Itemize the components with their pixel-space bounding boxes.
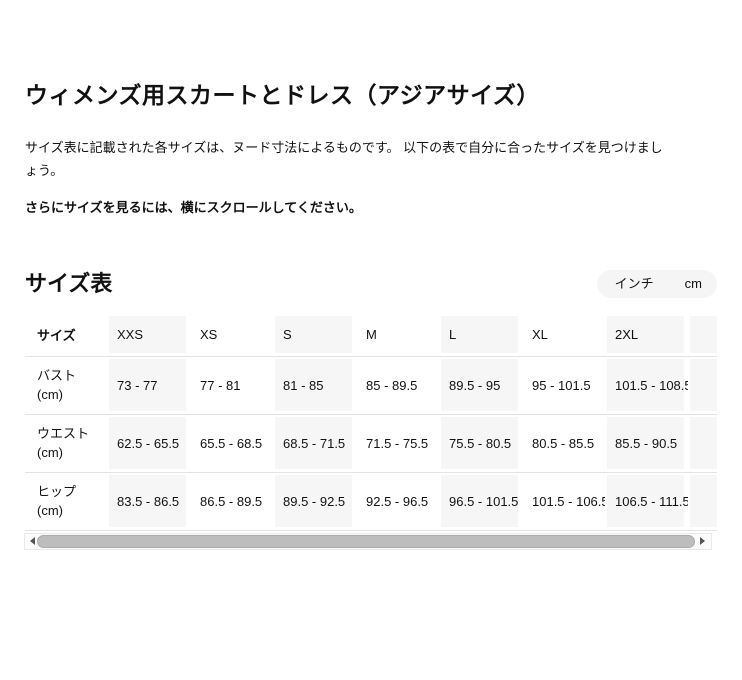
scroll-hint-text: さらにサイズを見るには、横にスクロールしてください。 [25,200,362,215]
scroll-right-button[interactable] [696,534,708,549]
row-label-text: ウエスト [37,426,90,441]
horizontal-scrollbar[interactable] [24,532,712,550]
row-label-text: バスト [37,368,77,383]
row-unit-text: (cm) [37,445,63,460]
cell-hip-m: 92.5 - 96.5 [356,472,439,531]
cell-waist-l: 75.5 - 80.5 [439,414,522,473]
row-label-text: ヒップ [37,484,77,499]
row-label-waist: ウエスト (cm) [25,414,107,473]
column-header-clipped [688,314,717,357]
column-header-xl: XL [522,314,605,357]
cell-hip-clipped [688,472,717,531]
scroll-left-button[interactable] [26,534,38,549]
page-title: ウィメンズ用スカートとドレス（アジアサイズ） [25,82,540,108]
cell-waist-xs: 65.5 - 68.5 [190,414,273,473]
cell-hip-2xl: 106.5 - 111.5 [605,472,688,531]
unit-cm-button[interactable]: cm [670,270,717,298]
cell-hip-s: 89.5 - 92.5 [273,472,356,531]
cell-waist-xl: 80.5 - 85.5 [522,414,605,473]
cell-bust-xl: 95 - 101.5 [522,356,605,415]
unit-toggle[interactable]: インチ cm [596,270,717,298]
table-row-waist: ウエスト (cm) 62.5 - 65.5 65.5 - 68.5 68.5 -… [25,414,717,473]
column-header-s: S [273,314,356,357]
intro-text: サイズ表に記載された各サイズは、ヌード寸法によるものです。 以下の表で自分に合っ… [25,140,663,178]
size-chart-header: サイズ表 インチ cm [25,269,717,299]
cell-hip-xxs: 83.5 - 86.5 [107,472,190,531]
cell-bust-xs: 77 - 81 [190,356,273,415]
cell-hip-l: 96.5 - 101.5 [439,472,522,531]
column-header-size: サイズ [25,314,107,357]
column-header-2xl: 2XL [605,314,688,357]
cell-bust-xxs: 73 - 77 [107,356,190,415]
row-label-hip: ヒップ (cm) [25,472,107,531]
table-row-bust: バスト (cm) 73 - 77 77 - 81 81 - 85 85 - 89… [25,356,717,415]
cell-bust-2xl: 101.5 - 108.5 [605,356,688,415]
size-chart-title: サイズ表 [25,271,113,296]
cell-waist-s: 68.5 - 71.5 [273,414,356,473]
cell-hip-xl: 101.5 - 106.5 [522,472,605,531]
row-unit-text: (cm) [37,503,63,518]
row-unit-text: (cm) [37,387,63,402]
column-header-xs: XS [190,314,273,357]
cell-bust-clipped [688,356,717,415]
cell-waist-2xl: 85.5 - 90.5 [605,414,688,473]
cell-waist-xxs: 62.5 - 65.5 [107,414,190,473]
size-table-viewport[interactable]: サイズ XXS XS S M L XL 2XL バスト (cm) [25,314,717,531]
cell-bust-s: 81 - 85 [273,356,356,415]
scroll-left-arrow-icon [29,537,35,545]
unit-inch-button[interactable]: インチ [597,270,670,298]
table-header-row: サイズ XXS XS S M L XL 2XL [25,314,717,357]
cell-bust-m: 85 - 89.5 [356,356,439,415]
column-header-l: L [439,314,522,357]
row-label-bust: バスト (cm) [25,356,107,415]
size-table: サイズ XXS XS S M L XL 2XL バスト (cm) [25,314,717,531]
scrollbar-thumb[interactable] [37,534,695,548]
cell-hip-xs: 86.5 - 89.5 [190,472,273,531]
cell-waist-m: 71.5 - 75.5 [356,414,439,473]
cell-waist-clipped [688,414,717,473]
column-header-xxs: XXS [107,314,190,357]
scroll-right-arrow-icon [699,537,705,545]
cell-bust-l: 89.5 - 95 [439,356,522,415]
column-header-m: M [356,314,439,357]
table-row-hip: ヒップ (cm) 83.5 - 86.5 86.5 - 89.5 89.5 - … [25,472,717,531]
